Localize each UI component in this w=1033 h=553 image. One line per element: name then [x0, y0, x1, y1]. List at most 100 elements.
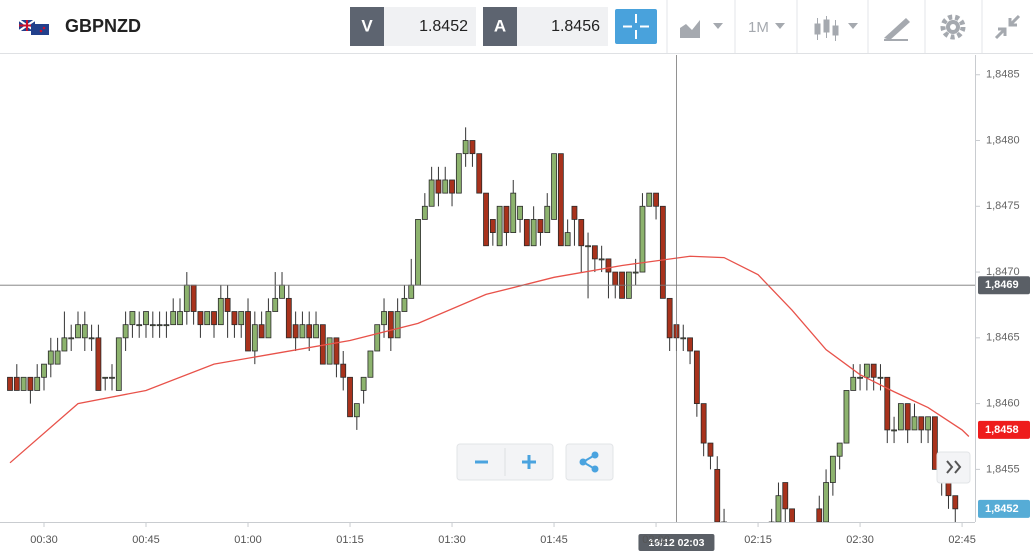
candle-body — [884, 376, 891, 431]
timeframe-caret[interactable] — [775, 23, 785, 29]
candle-body — [238, 311, 245, 326]
candle-body — [517, 205, 523, 220]
crosshair-x-label: 19/12 02:03 — [648, 537, 704, 549]
moving-average — [9, 255, 970, 464]
draw-tool-button[interactable] — [884, 18, 910, 41]
candle-body — [870, 363, 877, 378]
candle-body — [353, 403, 360, 418]
x-tick-label: 01:15 — [336, 534, 364, 546]
chart-type-button[interactable] — [680, 20, 723, 38]
crosshair-y-label: 1,8469 — [985, 279, 1019, 291]
candle-body — [204, 311, 211, 326]
candle-body — [54, 350, 61, 365]
x-tick-label: 00:30 — [30, 534, 58, 546]
candle-body — [693, 350, 700, 405]
bid-label: V — [361, 16, 373, 35]
x-tick-label: 02:45 — [948, 534, 976, 546]
candle-body — [829, 455, 836, 483]
ask-price: 1.8456 — [551, 18, 600, 35]
candle-body — [571, 205, 578, 220]
candle-body — [551, 153, 557, 220]
candle-body — [442, 179, 449, 194]
candle-body — [374, 324, 381, 352]
candle-body — [75, 324, 81, 339]
candle-body — [435, 179, 442, 194]
candle-body — [721, 521, 727, 522]
crosshair-button[interactable] — [615, 9, 657, 44]
candle-body — [367, 350, 374, 378]
candle-style-button[interactable] — [814, 16, 858, 41]
candle-body — [217, 297, 224, 326]
candle-body — [918, 416, 925, 431]
candle-body — [646, 192, 653, 207]
candle-body — [347, 376, 353, 418]
candle-body — [503, 205, 510, 233]
candle-body — [170, 311, 177, 326]
candle-body — [258, 324, 265, 339]
scroll-right-button[interactable] — [936, 451, 971, 484]
candle-body — [394, 311, 401, 339]
candle-body — [251, 324, 258, 352]
candle-body — [612, 271, 619, 286]
candle-body — [265, 311, 272, 339]
candle-body — [857, 376, 863, 379]
settings-button[interactable] — [940, 14, 966, 40]
ma-last-badge — [978, 420, 1030, 439]
y-tick-label: 1,8480 — [986, 134, 1020, 146]
candle-body — [292, 324, 299, 339]
candle-body — [401, 297, 408, 312]
candle-body — [897, 403, 904, 431]
candle-body — [591, 245, 598, 260]
candle-body — [659, 205, 666, 299]
timeframe[interactable]: 1M — [748, 19, 769, 36]
bid-price: 1.8452 — [419, 18, 468, 35]
x-tick-label: 02:15 — [744, 534, 772, 546]
bid-button[interactable] — [350, 7, 384, 46]
candle-body — [585, 245, 591, 248]
candle-body — [7, 376, 13, 391]
candle-body — [455, 153, 462, 194]
ask-box — [517, 7, 608, 46]
candle-body — [653, 192, 659, 207]
candle-body — [707, 442, 714, 457]
candle-body — [462, 140, 469, 155]
candle-body — [810, 535, 815, 548]
candle-body — [476, 153, 483, 194]
candle-body — [756, 548, 761, 549]
candle-body — [27, 376, 34, 391]
collapse-button[interactable] — [994, 14, 1021, 40]
ma-last-label: 1,8458 — [985, 424, 1019, 436]
candle-body — [911, 416, 918, 431]
candle-body — [687, 337, 693, 352]
ask-button[interactable] — [483, 7, 517, 46]
candle-body — [231, 311, 238, 326]
candle-body — [564, 232, 571, 247]
candle-body — [639, 205, 646, 273]
candle-body — [333, 337, 340, 365]
candle-body — [803, 548, 808, 549]
zoom-controls — [456, 443, 554, 481]
candle-body — [81, 324, 88, 339]
candle-body — [136, 324, 143, 327]
candle-body — [714, 468, 721, 522]
candle-body — [735, 548, 740, 553]
candle-body — [408, 284, 415, 299]
candle-body — [749, 548, 754, 553]
candle-body — [782, 482, 789, 510]
share-button[interactable] — [565, 443, 614, 481]
plot-area — [7, 127, 970, 553]
candle-body — [469, 140, 476, 155]
candle-body — [313, 324, 319, 339]
y-tick-label: 1,8485 — [986, 69, 1020, 81]
candle-body — [877, 376, 884, 379]
candle-body — [47, 350, 54, 365]
candle-body — [163, 324, 170, 327]
candle-body — [190, 284, 197, 312]
candle-body — [421, 205, 428, 220]
zoom-in-button[interactable] — [522, 455, 536, 469]
candle-body — [285, 297, 292, 339]
y-tick-label: 1,8470 — [986, 266, 1020, 278]
candle-body — [700, 403, 707, 444]
